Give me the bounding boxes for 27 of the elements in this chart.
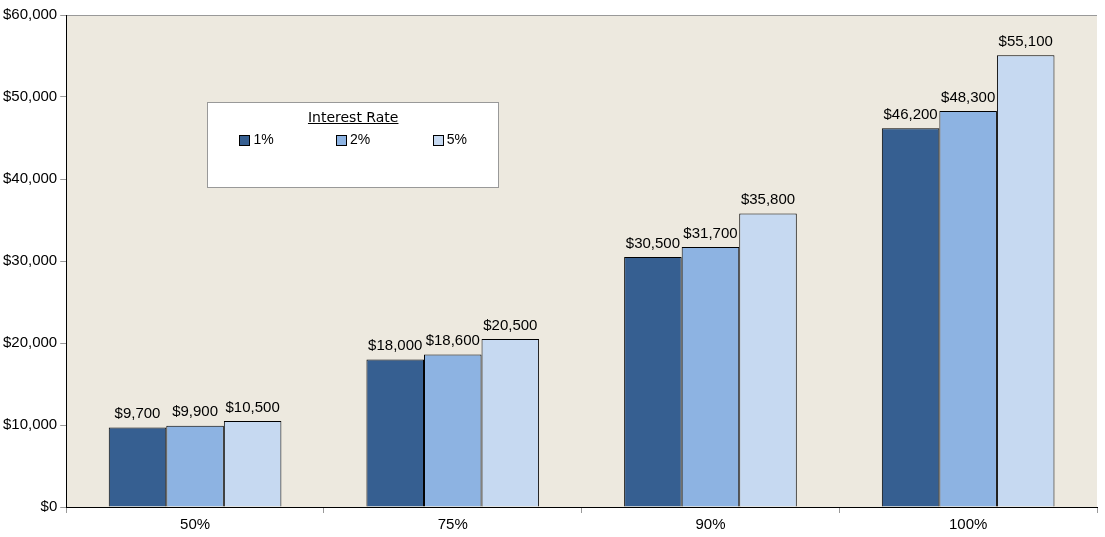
data-label: $18,600	[425, 331, 480, 349]
x-tick-label: 50%	[180, 515, 211, 533]
data-label: $30,500	[625, 233, 681, 251]
x-tick-label: 100%	[948, 515, 988, 533]
data-label: $35,800	[740, 190, 796, 208]
data-label: $31,700	[683, 223, 738, 241]
data-label: $10,500	[225, 397, 280, 415]
data-label: $46,200	[883, 104, 938, 122]
y-tick-label: $0	[40, 497, 58, 515]
data-label: $48,300	[941, 87, 996, 105]
y-tick-label: $60,000	[2, 5, 58, 23]
data-label: $18,000	[368, 336, 423, 354]
y-tick-label: $50,000	[2, 87, 58, 105]
y-tick-label: $40,000	[2, 169, 58, 187]
legend-title: Interest Rate	[306, 109, 400, 125]
data-label: $20,500	[483, 315, 538, 333]
x-tick-label: 75%	[437, 515, 468, 533]
legend-label: 1%	[252, 131, 274, 147]
y-tick-label: $30,000	[2, 251, 58, 269]
data-label: $55,100	[998, 31, 1053, 49]
legend-label: 5%	[445, 131, 467, 147]
y-tick-label: $20,000	[2, 333, 58, 351]
x-tick-label: 90%	[695, 515, 726, 533]
y-tick-label: $10,000	[2, 415, 58, 433]
data-label: $9,900	[172, 402, 219, 420]
legend-label: 2%	[349, 131, 371, 147]
data-label: $9,700	[114, 404, 161, 422]
